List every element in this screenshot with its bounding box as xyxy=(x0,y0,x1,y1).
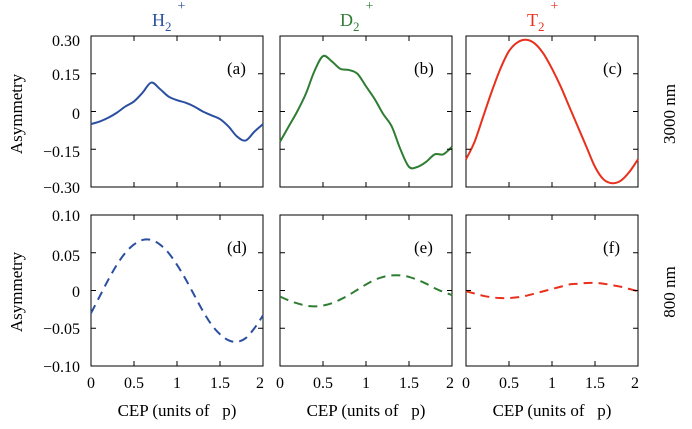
y-ticks-bottom: 0.10 0.05 0 −0.05 −0.10 xyxy=(43,208,80,376)
ytick-label: 0.05 xyxy=(52,248,80,265)
series-line xyxy=(90,238,264,343)
series-line xyxy=(279,274,453,308)
panel-label: (b) xyxy=(414,59,434,78)
y-axis-label-top: Asymmetry xyxy=(7,73,26,154)
xtick-label: 0.5 xyxy=(499,375,519,392)
column-title-d2: D2 + xyxy=(340,0,374,34)
y-ticks-top: 0.30 0.15 0 −0.15 −0.30 xyxy=(43,33,80,197)
panel-label: (c) xyxy=(603,59,622,78)
panel-d: (d) xyxy=(90,214,264,367)
ytick-label: −0.30 xyxy=(43,180,80,197)
xtick-label: 2 xyxy=(256,375,264,392)
col-title-base: D xyxy=(340,10,353,30)
xtick-label: 1 xyxy=(548,375,556,392)
row-label-3000nm: 3000 nm xyxy=(660,84,679,144)
row-label-800nm: 800 nm xyxy=(660,266,679,317)
x-axis-label-col1: CEP (units of p) xyxy=(118,401,237,420)
col-title-base: H xyxy=(152,10,165,30)
panel-label: (f) xyxy=(603,238,620,257)
column-titles: H2+ D2+ T2+ xyxy=(152,0,559,34)
xtick-label: 2 xyxy=(446,375,454,392)
ytick-label: 0 xyxy=(72,106,80,123)
x-ticks-col3: 0 0.5 1 1.5 2 xyxy=(462,375,639,392)
xtick-label: 1.5 xyxy=(210,375,230,392)
col-title-base: T xyxy=(527,10,538,30)
ytick-label: 0.15 xyxy=(52,67,80,84)
panel-label: (d) xyxy=(227,238,247,257)
col-title-sub: 2 xyxy=(353,19,360,34)
col-title-sup: + xyxy=(366,0,374,14)
xtick-label: 1 xyxy=(362,375,370,392)
xtick-label: 1.5 xyxy=(399,375,419,392)
ytick-label: 0.30 xyxy=(52,33,80,50)
col-title-sup: + xyxy=(178,0,186,14)
col-title-sub: 2 xyxy=(538,19,545,34)
xtick-label: 1.5 xyxy=(585,375,605,392)
x-ticks-col2: 0 0.5 1 1.5 2 xyxy=(276,375,454,392)
ytick-label: 0 xyxy=(72,284,80,301)
ytick-label: −0.05 xyxy=(43,321,80,338)
panel-c: (c) xyxy=(465,35,639,188)
column-title-t2: T2 + xyxy=(527,0,559,34)
x-axis-label-col2: CEP (units of p) xyxy=(307,401,426,420)
column-title-h2: H2 + xyxy=(152,0,186,34)
y-axis-label-bottom: Asymmetry xyxy=(7,251,26,332)
ytick-label: −0.10 xyxy=(43,359,80,376)
col-title-sub: 2 xyxy=(165,19,172,34)
series-line xyxy=(90,81,264,142)
panel-b: (b) xyxy=(279,35,453,188)
panel-label: (e) xyxy=(414,238,433,257)
ytick-label: 0.10 xyxy=(52,208,80,225)
xtick-label: 0.5 xyxy=(124,375,144,392)
panel-label: (a) xyxy=(227,59,246,78)
panel-f: (f) xyxy=(465,214,639,367)
xtick-label: 0.5 xyxy=(313,375,333,392)
xtick-label: 0 xyxy=(87,375,95,392)
panel-a: (a) xyxy=(90,35,264,188)
series-line xyxy=(279,54,453,170)
xtick-label: 1 xyxy=(173,375,181,392)
col-title-sup: + xyxy=(551,0,559,14)
series-line xyxy=(465,281,639,300)
ytick-label: −0.15 xyxy=(43,144,80,161)
x-ticks-col1: 0 0.5 1 1.5 2 xyxy=(87,375,264,392)
series-line xyxy=(465,38,639,185)
panel-e: (e) xyxy=(279,214,453,367)
xtick-label: 0 xyxy=(462,375,470,392)
xtick-label: 0 xyxy=(276,375,284,392)
xtick-label: 2 xyxy=(631,375,639,392)
x-axis-label-col3: CEP (units of p) xyxy=(493,401,612,420)
